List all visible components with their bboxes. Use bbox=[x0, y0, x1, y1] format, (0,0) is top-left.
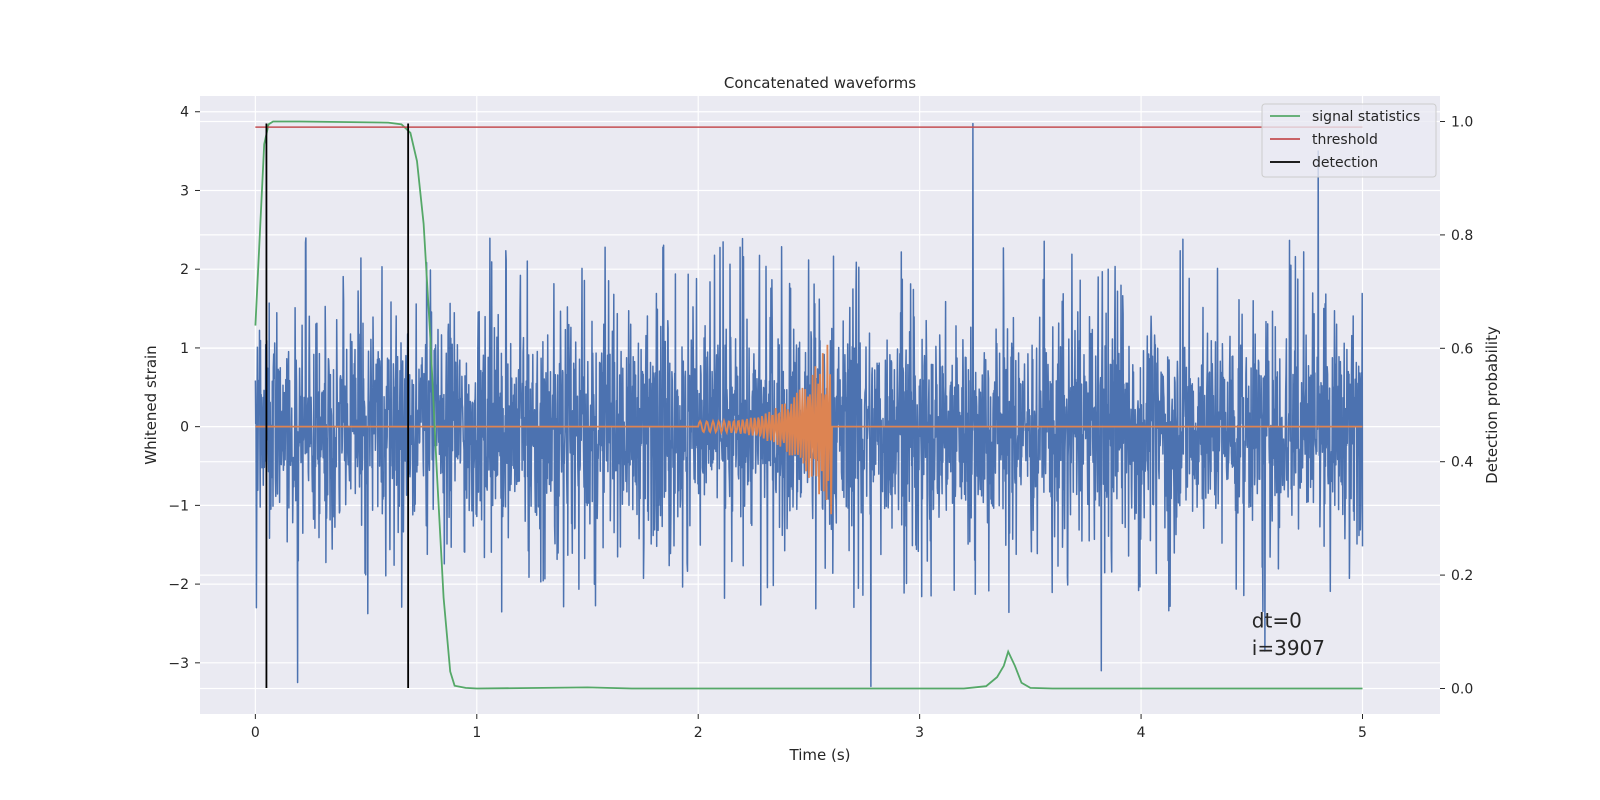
strain-noise-line bbox=[254, 122, 1364, 688]
y-tick-label: −1 bbox=[168, 498, 189, 514]
x-tick-label: 3 bbox=[915, 725, 924, 741]
y-tick-label: 4 bbox=[180, 105, 189, 121]
x-tick-label: 1 bbox=[472, 725, 481, 741]
legend-label-signal-statistics: signal statistics bbox=[1312, 109, 1420, 125]
x-tick-label: 5 bbox=[1358, 725, 1367, 741]
y-tick-label: 2 bbox=[180, 262, 189, 278]
chart-title: Concatenated waveforms bbox=[724, 74, 916, 92]
x-tick-label: 0 bbox=[251, 725, 260, 741]
y-tick-label: 1 bbox=[180, 341, 189, 357]
y2-tick-label: 0.6 bbox=[1451, 341, 1473, 357]
annotations: dt=0 i=3907 bbox=[1252, 608, 1325, 660]
chirp-template-line bbox=[255, 344, 1363, 515]
y2-axis-label: Detection probability bbox=[1483, 326, 1501, 484]
x-tick-label: 2 bbox=[694, 725, 703, 741]
y2-tick-label: 0.2 bbox=[1451, 568, 1473, 584]
legend-label-threshold: threshold bbox=[1312, 132, 1378, 148]
y-tick-label: 3 bbox=[180, 183, 189, 199]
y-tick-label: −2 bbox=[168, 577, 189, 593]
axis-ticks: 0 1 2 3 4 5 −3 −2 −1 0 1 2 3 4 0.0 0.2 0.4 0.6 0.8 1.0 bbox=[168, 105, 1473, 741]
y-axis-label: Whitened strain bbox=[142, 345, 160, 464]
x-axis-label: Time (s) bbox=[789, 746, 851, 764]
legend-box bbox=[1261, 103, 1437, 178]
y-tick-label: 0 bbox=[180, 420, 189, 436]
legend: signal statistics threshold detection bbox=[1261, 103, 1437, 178]
legend-label-detection: detection bbox=[1312, 155, 1378, 171]
y2-tick-label: 0.8 bbox=[1451, 228, 1473, 244]
signal-statistics-line bbox=[254, 120, 1363, 690]
annotation-text: i=3907 bbox=[1252, 636, 1325, 660]
y-tick-label: −3 bbox=[168, 656, 189, 672]
x-tick-label: 4 bbox=[1137, 725, 1146, 741]
annotation-text: dt=0 bbox=[1252, 608, 1302, 632]
detection-lines bbox=[265, 123, 410, 689]
y2-tick-label: 0.0 bbox=[1451, 681, 1473, 697]
y2-tick-label: 0.4 bbox=[1451, 455, 1473, 471]
y2-tick-label: 1.0 bbox=[1451, 115, 1473, 131]
